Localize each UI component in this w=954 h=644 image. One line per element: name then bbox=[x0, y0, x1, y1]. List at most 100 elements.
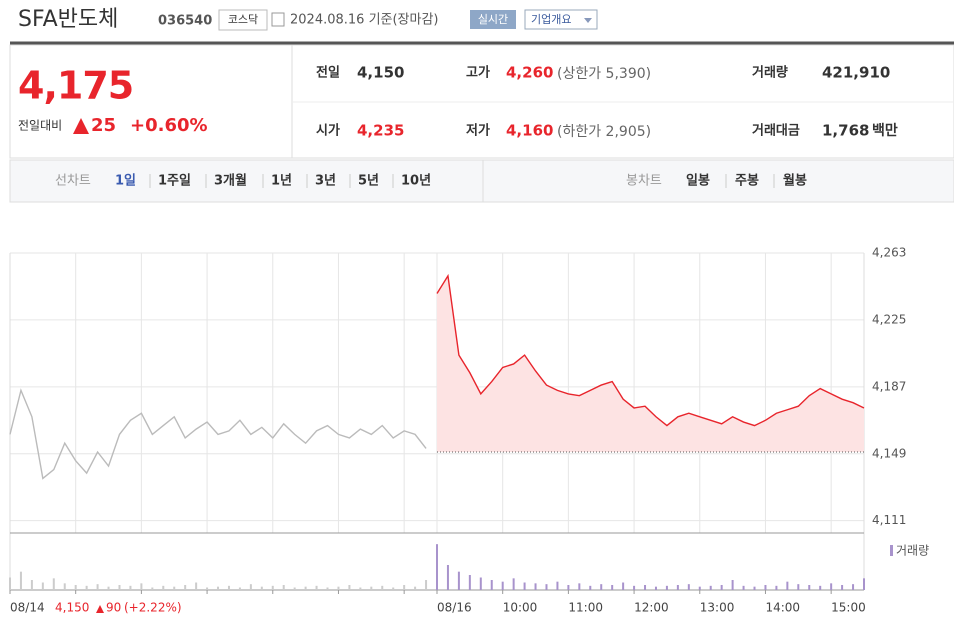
y-tick-label: 4,111 bbox=[872, 513, 906, 527]
period-tab[interactable]: 3개월 bbox=[214, 173, 247, 189]
change: 25 bbox=[91, 115, 116, 136]
candle-tab[interactable]: 월봉 bbox=[783, 173, 807, 189]
volume-bar bbox=[830, 583, 833, 590]
volume-bar bbox=[742, 585, 745, 590]
company-info[interactable]: 기업개요 bbox=[531, 13, 571, 26]
volume-bar bbox=[600, 584, 603, 590]
up-icon bbox=[96, 605, 104, 613]
prev-rate: (+2.22%) bbox=[124, 601, 182, 615]
volume-bar bbox=[545, 584, 548, 590]
volume-bar bbox=[698, 586, 701, 590]
volume-bar bbox=[370, 586, 373, 590]
x-tick-label: 10:00 bbox=[503, 601, 538, 615]
market-box bbox=[218, 9, 268, 31]
tab-bar bbox=[9, 159, 954, 203]
volume-bar bbox=[162, 585, 165, 590]
volume-bar bbox=[238, 587, 241, 590]
volume-bar bbox=[140, 583, 143, 590]
volume-bar bbox=[808, 585, 811, 590]
realtime[interactable]: 실시간 bbox=[478, 13, 508, 26]
volume-bar bbox=[589, 585, 592, 590]
volume-bar bbox=[446, 565, 449, 590]
volume-bar bbox=[227, 585, 230, 590]
stock-name: SFA반도체 bbox=[18, 7, 118, 32]
volume-bar bbox=[731, 580, 734, 590]
volume-bar bbox=[359, 587, 362, 590]
stat-sub: (상한가 5,390) bbox=[557, 66, 651, 82]
stat-value: 4,160 bbox=[506, 122, 553, 140]
volume-bar bbox=[151, 587, 154, 590]
stock-code: 036540 bbox=[158, 14, 212, 29]
volume-bar bbox=[293, 587, 296, 590]
volume-bar bbox=[403, 585, 406, 590]
volume-bar bbox=[118, 585, 121, 590]
volume-bar bbox=[644, 585, 647, 590]
prev-close: 4,150 bbox=[55, 601, 89, 615]
volume-bar bbox=[195, 582, 198, 590]
stat-unit: 백만 bbox=[872, 123, 898, 139]
calendar-icon bbox=[271, 12, 285, 27]
volume-bar bbox=[348, 585, 351, 590]
stat-label: 시가 bbox=[316, 124, 340, 139]
price-line bbox=[436, 273, 865, 427]
price-line bbox=[9, 388, 427, 480]
volume-bar bbox=[775, 585, 778, 590]
x-tick-label: 08/16 bbox=[437, 601, 472, 615]
realtime-badge[interactable] bbox=[470, 10, 516, 29]
stat-value: 421,910 bbox=[822, 64, 890, 82]
volume-bar bbox=[611, 585, 614, 590]
volume-bar bbox=[797, 584, 800, 590]
period-tab[interactable]: 1일 bbox=[115, 174, 136, 189]
volume-bar bbox=[381, 585, 384, 590]
x-tick-label: 08/14 bbox=[10, 601, 45, 615]
period-tab[interactable]: 10년 bbox=[401, 174, 431, 189]
period-tab[interactable]: 3년 bbox=[315, 174, 336, 189]
tab-group-label: 봉차트 bbox=[626, 174, 662, 189]
volume-bar bbox=[392, 587, 395, 590]
x-tick-label: 11:00 bbox=[568, 601, 603, 615]
volume-bar bbox=[63, 583, 66, 590]
volume-bar bbox=[622, 582, 625, 590]
volume-bar bbox=[523, 582, 526, 590]
volume-bar bbox=[425, 580, 428, 590]
up-icon bbox=[73, 118, 89, 134]
volume-bar bbox=[173, 586, 176, 590]
volume-bar bbox=[271, 585, 274, 590]
period-tab[interactable]: 5년 bbox=[358, 174, 379, 189]
volume-bar bbox=[414, 586, 417, 590]
volume-bar bbox=[654, 586, 657, 590]
volume-bar bbox=[260, 586, 263, 590]
x-tick-label: 14:00 bbox=[765, 601, 800, 615]
stat-label: 거래대금 bbox=[752, 124, 800, 139]
x-tick-label: 13:00 bbox=[700, 601, 735, 615]
candle-tab[interactable]: 일봉 bbox=[686, 174, 710, 189]
company-button[interactable] bbox=[524, 9, 598, 30]
x-tick-label: 15:00 bbox=[831, 601, 866, 615]
stat-value: 4,150 bbox=[357, 64, 404, 82]
y-tick-label: 4,149 bbox=[872, 446, 906, 460]
change-label: 전일대비 bbox=[18, 119, 62, 133]
volume-bar bbox=[720, 585, 723, 590]
volume-bar bbox=[841, 585, 844, 590]
volume-bar bbox=[41, 582, 44, 590]
volume-bar bbox=[786, 581, 789, 590]
period-tab[interactable]: 1주일 bbox=[158, 174, 191, 189]
date: 2024.08.16 기준(장마감) bbox=[290, 13, 439, 28]
volume-bar bbox=[217, 586, 220, 590]
candle-tab[interactable]: 주봉 bbox=[735, 174, 759, 189]
volume-bar bbox=[249, 584, 252, 590]
stat-value: 1,768 bbox=[822, 122, 869, 140]
stat-label: 저가 bbox=[466, 124, 490, 139]
volume-bar bbox=[676, 585, 679, 590]
period-tab[interactable]: 1년 bbox=[271, 174, 292, 189]
volume-bar bbox=[556, 581, 559, 590]
stat-value: 4,260 bbox=[506, 64, 553, 82]
legend-swatch bbox=[890, 545, 893, 556]
change-rate: +0.60% bbox=[130, 115, 208, 136]
stat-sub: (하한가 2,905) bbox=[557, 124, 651, 140]
volume-bar bbox=[709, 585, 712, 590]
tab-group-label: 선차트 bbox=[55, 174, 91, 189]
volume-bar bbox=[282, 585, 285, 590]
